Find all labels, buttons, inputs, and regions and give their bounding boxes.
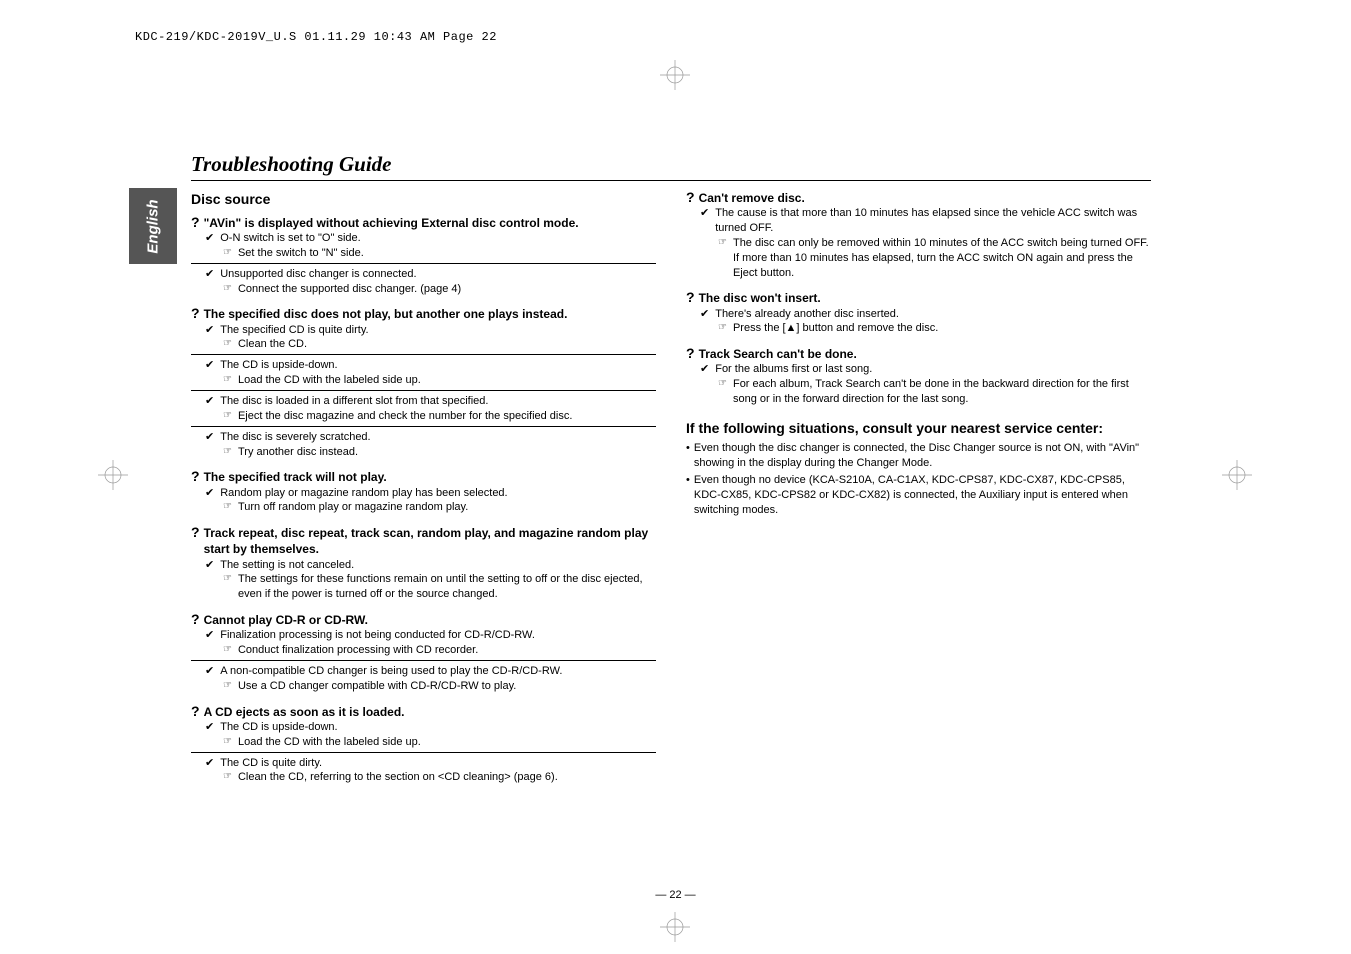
- question-mark-icon: ?: [191, 612, 200, 626]
- pointer-icon: ☞: [223, 572, 232, 586]
- page-title: Troubleshooting Guide: [191, 152, 392, 177]
- bullet-disc-changer: •Even though the disc changer is connect…: [686, 441, 1151, 471]
- check-icon: ✔: [205, 558, 214, 573]
- registration-mark-left: [98, 460, 128, 490]
- content: Disc source ?"AVin" is displayed without…: [191, 190, 1151, 795]
- q-cdr-cdrw: ?Cannot play CD-R or CD-RW. ✔Finalizatio…: [191, 612, 656, 696]
- question-mark-icon: ?: [191, 469, 200, 483]
- check-icon: ✔: [205, 430, 214, 445]
- check-icon: ✔: [700, 307, 709, 322]
- pointer-icon: ☞: [223, 445, 232, 459]
- check-icon: ✔: [205, 628, 214, 643]
- pointer-icon: ☞: [223, 679, 232, 693]
- page-number: — 22 —: [0, 889, 1351, 901]
- check-icon: ✔: [205, 358, 214, 373]
- disc-source-heading: Disc source: [191, 190, 656, 209]
- check-icon: ✔: [205, 486, 214, 501]
- check-icon: ✔: [205, 394, 214, 409]
- q-specified-disc: ?The specified disc does not play, but a…: [191, 306, 656, 461]
- registration-mark-bottom: [660, 912, 690, 942]
- title-rule: [191, 180, 1151, 181]
- pointer-icon: ☞: [223, 282, 232, 296]
- check-icon: ✔: [205, 267, 214, 282]
- check-icon: ✔: [700, 362, 709, 377]
- q-track-search: ?Track Search can't be done. ✔For the al…: [686, 346, 1151, 409]
- q-specified-track: ?The specified track will not play. ✔Ran…: [191, 469, 656, 517]
- print-header: KDC-219/KDC-2019V_U.S 01.11.29 10:43 AM …: [135, 30, 497, 44]
- pointer-icon: ☞: [223, 246, 232, 260]
- question-mark-icon: ?: [686, 290, 695, 304]
- bullet-no-device: •Even though no device (KCA-S210A, CA-C1…: [686, 473, 1151, 518]
- q-avin: ?"AVin" is displayed without achieving E…: [191, 215, 656, 299]
- language-tab: English: [129, 188, 177, 264]
- pointer-icon: ☞: [718, 321, 727, 335]
- pointer-icon: ☞: [223, 500, 232, 514]
- question-mark-icon: ?: [191, 215, 200, 229]
- q-cant-remove: ?Can't remove disc. ✔The cause is that m…: [686, 190, 1151, 282]
- registration-mark-right: [1222, 460, 1252, 490]
- question-mark-icon: ?: [191, 704, 200, 718]
- pointer-icon: ☞: [223, 770, 232, 784]
- check-icon: ✔: [205, 323, 214, 338]
- check-icon: ✔: [700, 206, 709, 221]
- q-track-repeat: ?Track repeat, disc repeat, track scan, …: [191, 525, 656, 604]
- pointer-icon: ☞: [223, 409, 232, 423]
- pointer-icon: ☞: [718, 377, 727, 391]
- right-column: ?Can't remove disc. ✔The cause is that m…: [686, 190, 1151, 795]
- question-mark-icon: ?: [686, 190, 695, 204]
- check-icon: ✔: [205, 231, 214, 246]
- pointer-icon: ☞: [223, 643, 232, 657]
- registration-mark-top: [660, 60, 690, 90]
- pointer-icon: ☞: [223, 735, 232, 749]
- pointer-icon: ☞: [223, 373, 232, 387]
- question-mark-icon: ?: [686, 346, 695, 360]
- q-wont-insert: ?The disc won't insert. ✔There's already…: [686, 290, 1151, 338]
- service-center-heading: If the following situations, consult you…: [686, 419, 1151, 437]
- q-cd-ejects: ?A CD ejects as soon as it is loaded. ✔T…: [191, 704, 656, 788]
- check-icon: ✔: [205, 664, 214, 679]
- pointer-icon: ☞: [223, 337, 232, 351]
- pointer-icon: ☞: [718, 236, 727, 250]
- left-column: Disc source ?"AVin" is displayed without…: [191, 190, 656, 795]
- check-icon: ✔: [205, 720, 214, 735]
- question-mark-icon: ?: [191, 306, 200, 320]
- check-icon: ✔: [205, 756, 214, 771]
- question-mark-icon: ?: [191, 525, 200, 539]
